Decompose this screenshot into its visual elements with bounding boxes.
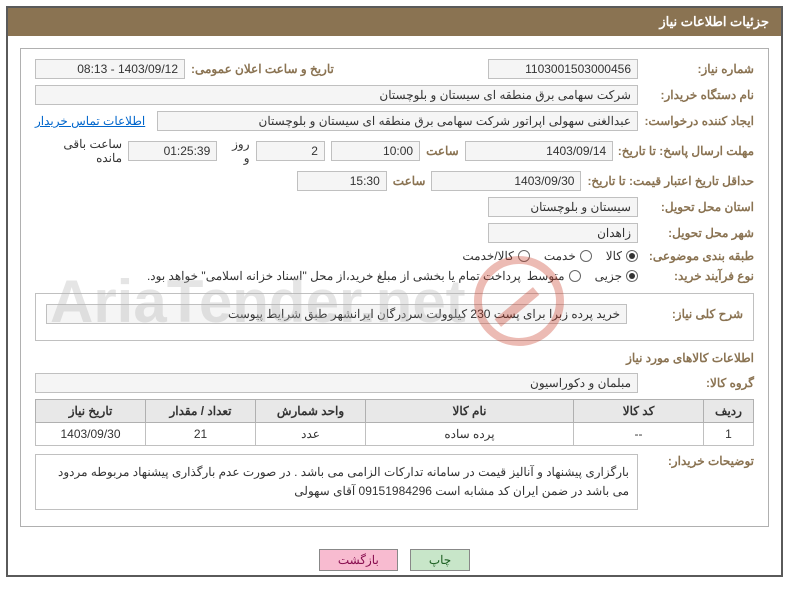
print-button[interactable]: چاپ: [410, 549, 470, 571]
reply-deadline-label: مهلت ارسال پاسخ: تا تاریخ:: [619, 144, 754, 158]
radio-icon: [518, 250, 530, 262]
process-radio-group: جزیی متوسط: [527, 269, 638, 283]
radio-medium[interactable]: متوسط: [527, 269, 581, 283]
radio-service[interactable]: خدمت: [544, 249, 592, 263]
col-row: ردیف: [704, 400, 754, 423]
row-validity: حداقل تاریخ اعتبار قیمت: تا تاریخ: 1403/…: [35, 171, 754, 191]
radio-goods[interactable]: کالا: [606, 249, 638, 263]
buyer-notes-value: بارگزاری پیشنهاد و آنالیز قیمت در سامانه…: [35, 454, 638, 510]
announce-label: تاریخ و ساعت اعلان عمومی:: [191, 62, 334, 76]
process-label: نوع فرآیند خرید:: [644, 269, 754, 283]
city-value: زاهدان: [488, 223, 638, 243]
need-no-label: شماره نیاز:: [644, 62, 754, 76]
row-category: طبقه بندی موضوعی: کالا خدمت کالا/خدمت: [35, 249, 754, 263]
details-panel: شماره نیاز: 1103001503000456 تاریخ و ساع…: [20, 48, 769, 527]
back-button[interactable]: بازگشت: [319, 549, 398, 571]
process-note: پرداخت تمام یا بخشی از مبلغ خرید،از محل …: [147, 269, 521, 283]
need-no-value: 1103001503000456: [488, 59, 638, 79]
row-process: نوع فرآیند خرید: جزیی متوسط پرداخت تمام …: [35, 269, 754, 283]
summary-section: شرح کلی نیاز: خرید پرده زبرا برای پست 23…: [35, 293, 754, 341]
table-header-row: ردیف کد کالا نام کالا واحد شمارش تعداد /…: [36, 400, 754, 423]
remain-days-value: 2: [256, 141, 325, 161]
cell-unit: عدد: [256, 423, 366, 446]
main-frame: جزئیات اطلاعات نیاز شماره نیاز: 11030015…: [6, 6, 783, 577]
col-date: تاریخ نیاز: [36, 400, 146, 423]
row-goods-group: گروه کالا: مبلمان و دکوراسیون: [35, 373, 754, 393]
reply-date-value: 1403/09/14: [465, 141, 614, 161]
announce-value: 1403/09/12 - 08:13: [35, 59, 185, 79]
buyer-org-label: نام دستگاه خریدار:: [644, 88, 754, 102]
cell-qty: 21: [146, 423, 256, 446]
radio-partial[interactable]: جزیی: [595, 269, 638, 283]
goods-group-label: گروه کالا:: [644, 376, 754, 390]
province-value: سیستان و بلوچستان: [488, 197, 638, 217]
col-unit: واحد شمارش: [256, 400, 366, 423]
reply-time-value: 10:00: [331, 141, 420, 161]
action-buttons: چاپ بازگشت: [8, 539, 781, 575]
summary-label: شرح کلی نیاز:: [633, 307, 743, 321]
summary-value: خرید پرده زبرا برای پست 230 کیلوولت سردر…: [46, 304, 627, 324]
city-label: شهر محل تحویل:: [644, 226, 754, 240]
buyer-notes-label: توضیحات خریدار:: [644, 454, 754, 468]
days-and-text: روز و: [223, 137, 249, 165]
radio-both[interactable]: کالا/خدمت: [462, 249, 529, 263]
row-reply-deadline: مهلت ارسال پاسخ: تا تاریخ: 1403/09/14 سا…: [35, 137, 754, 165]
col-code: کد کالا: [574, 400, 704, 423]
cell-row: 1: [704, 423, 754, 446]
cell-name: پرده ساده: [366, 423, 574, 446]
row-buyer-org: نام دستگاه خریدار: شرکت سهامی برق منطقه …: [35, 85, 754, 105]
validity-date-value: 1403/09/30: [431, 171, 581, 191]
remain-label: ساعت باقی مانده: [35, 137, 122, 165]
province-label: استان محل تحویل:: [644, 200, 754, 214]
row-requester: ایجاد کننده درخواست: عبدالغنی سهولی اپرا…: [35, 111, 754, 131]
radio-icon: [569, 270, 581, 282]
validity-label: حداقل تاریخ اعتبار قیمت: تا تاریخ:: [587, 174, 754, 188]
col-qty: تعداد / مقدار: [146, 400, 256, 423]
row-buyer-notes: توضیحات خریدار: بارگزاری پیشنهاد و آنالی…: [35, 454, 754, 510]
cell-date: 1403/09/30: [36, 423, 146, 446]
row-city: شهر محل تحویل: زاهدان: [35, 223, 754, 243]
buyer-contact-link[interactable]: اطلاعات تماس خریدار: [35, 114, 145, 128]
radio-icon: [626, 270, 638, 282]
page-title: جزئیات اطلاعات نیاز: [8, 8, 781, 36]
col-name: نام کالا: [366, 400, 574, 423]
remain-time-value: 01:25:39: [128, 141, 217, 161]
category-radio-group: کالا خدمت کالا/خدمت: [462, 249, 638, 263]
goods-table: ردیف کد کالا نام کالا واحد شمارش تعداد /…: [35, 399, 754, 446]
requester-label: ایجاد کننده درخواست:: [644, 114, 754, 128]
radio-icon: [580, 250, 592, 262]
radio-icon: [626, 250, 638, 262]
row-need-no: شماره نیاز: 1103001503000456 تاریخ و ساع…: [35, 59, 754, 79]
goods-info-title: اطلاعات کالاهای مورد نیاز: [35, 351, 754, 365]
category-label: طبقه بندی موضوعی:: [644, 249, 754, 263]
cell-code: --: [574, 423, 704, 446]
hour-label-1: ساعت: [426, 144, 459, 158]
validity-time-value: 15:30: [297, 171, 387, 191]
buyer-org-value: شرکت سهامی برق منطقه ای سیستان و بلوچستا…: [35, 85, 638, 105]
requester-value: عبدالغنی سهولی اپراتور شرکت سهامی برق من…: [157, 111, 638, 131]
row-province: استان محل تحویل: سیستان و بلوچستان: [35, 197, 754, 217]
goods-group-value: مبلمان و دکوراسیون: [35, 373, 638, 393]
hour-label-2: ساعت: [393, 174, 426, 188]
table-row: 1 -- پرده ساده عدد 21 1403/09/30: [36, 423, 754, 446]
